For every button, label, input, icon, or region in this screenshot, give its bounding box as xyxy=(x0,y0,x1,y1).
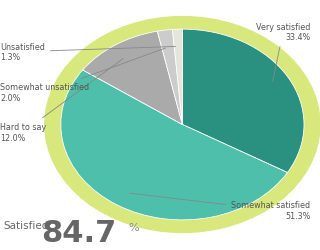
Wedge shape xyxy=(182,30,304,173)
Text: Somewhat unsatisfied
2.0%: Somewhat unsatisfied 2.0% xyxy=(0,49,165,102)
Wedge shape xyxy=(172,30,182,125)
Wedge shape xyxy=(83,32,182,125)
Text: Satisfied:: Satisfied: xyxy=(3,220,52,230)
Text: 84.7: 84.7 xyxy=(42,218,117,247)
Wedge shape xyxy=(61,70,287,220)
Text: Somewhat satisfied
51.3%: Somewhat satisfied 51.3% xyxy=(130,193,310,220)
Text: Hard to say
12.0%: Hard to say 12.0% xyxy=(0,59,123,142)
Text: Unsatisfied
1.3%: Unsatisfied 1.3% xyxy=(0,43,176,62)
Text: Very satisfied
33.4%: Very satisfied 33.4% xyxy=(256,22,310,82)
Circle shape xyxy=(45,18,320,233)
Wedge shape xyxy=(157,30,182,125)
Text: %: % xyxy=(128,222,139,232)
